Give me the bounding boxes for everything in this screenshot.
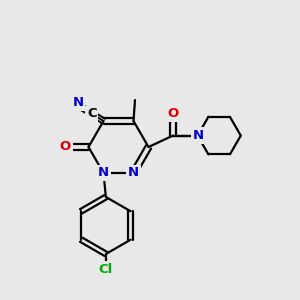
Text: Cl: Cl — [99, 263, 113, 276]
Text: C: C — [87, 107, 97, 120]
Text: O: O — [60, 140, 71, 154]
Text: N: N — [98, 167, 109, 179]
Text: N: N — [128, 167, 139, 179]
Text: O: O — [167, 107, 178, 121]
Text: N: N — [192, 129, 203, 142]
Text: N: N — [72, 96, 83, 110]
